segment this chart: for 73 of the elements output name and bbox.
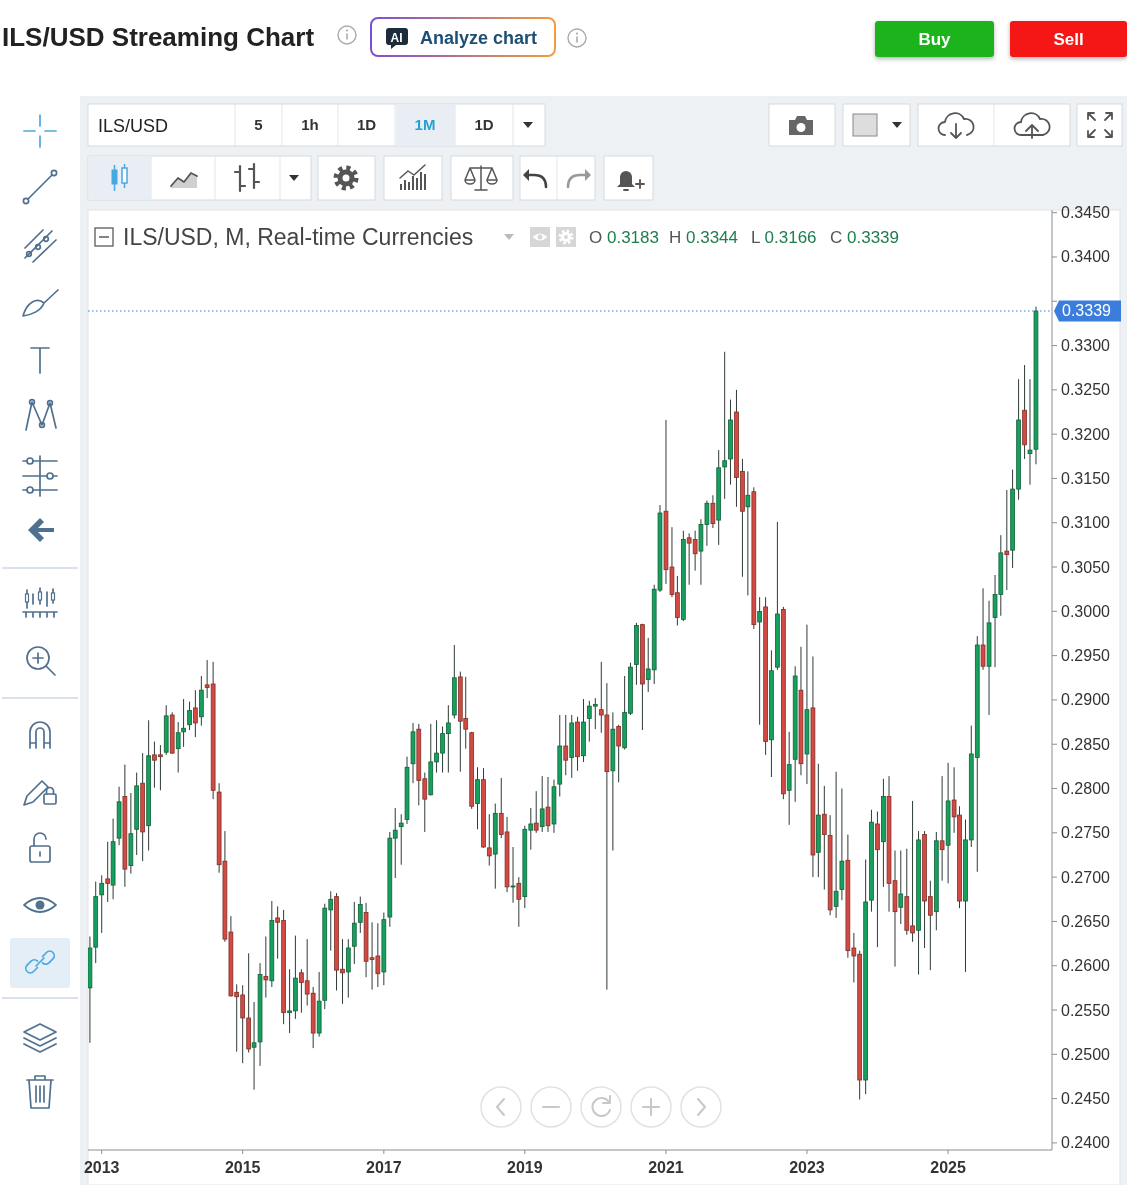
text: 1D	[356, 116, 377, 133]
x-tick-label: 2019	[507, 1159, 543, 1176]
annotation: C 0.3339	[830, 228, 900, 247]
y-tick-label: 0.2450	[1061, 1090, 1111, 1108]
candlestick	[345, 938, 351, 999]
candlestick	[510, 846, 516, 904]
candlestick	[105, 841, 111, 903]
y-tick-label: 0.2900	[1061, 691, 1111, 709]
y-tick-label: 0.2800	[1061, 780, 1111, 798]
annotation: L 0.3166	[751, 228, 817, 247]
text: 1h	[301, 116, 319, 133]
y-tick-label: 0.2850	[1061, 735, 1111, 753]
y-tick-label: 0.3400	[1061, 248, 1111, 266]
x-tick-label: 2021	[648, 1159, 684, 1176]
text: AI	[390, 31, 403, 45]
y-tick-label: 0.3100	[1061, 514, 1111, 532]
y-tick-label: 0.3000	[1061, 602, 1111, 620]
y-tick-label: 0.3300	[1061, 337, 1111, 355]
candlestick	[187, 701, 192, 731]
candlestick	[563, 714, 569, 776]
candlestick	[939, 775, 945, 882]
y-tick-label: 0.3250	[1061, 381, 1111, 399]
y-tick-label: 0.2950	[1061, 647, 1111, 665]
y-tick-label: 0.3150	[1061, 469, 1111, 487]
candlestick	[175, 721, 181, 774]
text: 1D	[474, 116, 494, 133]
y-tick-label: 0.2700	[1061, 868, 1111, 886]
candlestick	[533, 790, 539, 834]
y-tick-label: 0.2500	[1061, 1045, 1111, 1063]
y-tick-label: 0.3450	[1061, 204, 1111, 222]
candlestick	[898, 850, 904, 925]
y-tick-label: 0.2750	[1061, 824, 1111, 842]
candlestick	[263, 935, 269, 999]
y-tick-label: 0.3050	[1061, 558, 1111, 576]
y-tick-label: 0.2650	[1061, 912, 1111, 930]
candlestick	[821, 785, 827, 891]
y-tick-label: 0.3200	[1061, 425, 1111, 443]
candlestick	[833, 771, 839, 919]
candlestick	[616, 724, 621, 783]
x-tick-label: 2015	[224, 1159, 261, 1176]
y-tick-label: 0.2400	[1061, 1134, 1111, 1152]
candlestick	[1004, 489, 1010, 591]
text: 5	[254, 116, 263, 133]
chart-title: ILS/USD Streaming Chart	[2, 22, 315, 52]
x-tick-label: 2017	[366, 1159, 402, 1176]
candlestick	[398, 813, 404, 866]
candlestick	[757, 596, 762, 726]
text: Analyze chart	[420, 28, 538, 48]
candlestick	[516, 876, 522, 928]
candlestick	[475, 766, 480, 830]
candlestick	[99, 874, 105, 934]
candlestick	[710, 494, 716, 529]
candlestick	[351, 901, 357, 965]
x-tick-label: 2013	[83, 1159, 120, 1176]
x-tick-label: 2025	[930, 1159, 967, 1176]
text: Buy	[918, 30, 952, 49]
text: 1M	[414, 116, 436, 133]
y-tick-label: 0.2600	[1061, 957, 1111, 975]
candlestick	[181, 698, 186, 748]
annotation: H 0.3344	[669, 228, 739, 247]
ref-line-label: 0.3339	[1062, 302, 1112, 320]
candlestick	[745, 470, 751, 596]
text: ILS/USD	[98, 116, 169, 136]
candlestick	[193, 689, 198, 738]
annotation: O 0.3183	[589, 228, 659, 247]
candlestick	[980, 587, 986, 671]
text: Sell	[1053, 30, 1084, 49]
candlestick	[539, 775, 545, 833]
text: ILS/USD, M, Real-time Currencies	[123, 224, 474, 250]
candlestick	[545, 776, 551, 833]
x-tick-label: 2023	[789, 1159, 825, 1176]
candlestick	[357, 896, 363, 934]
y-tick-label: 0.2550	[1061, 1001, 1111, 1019]
